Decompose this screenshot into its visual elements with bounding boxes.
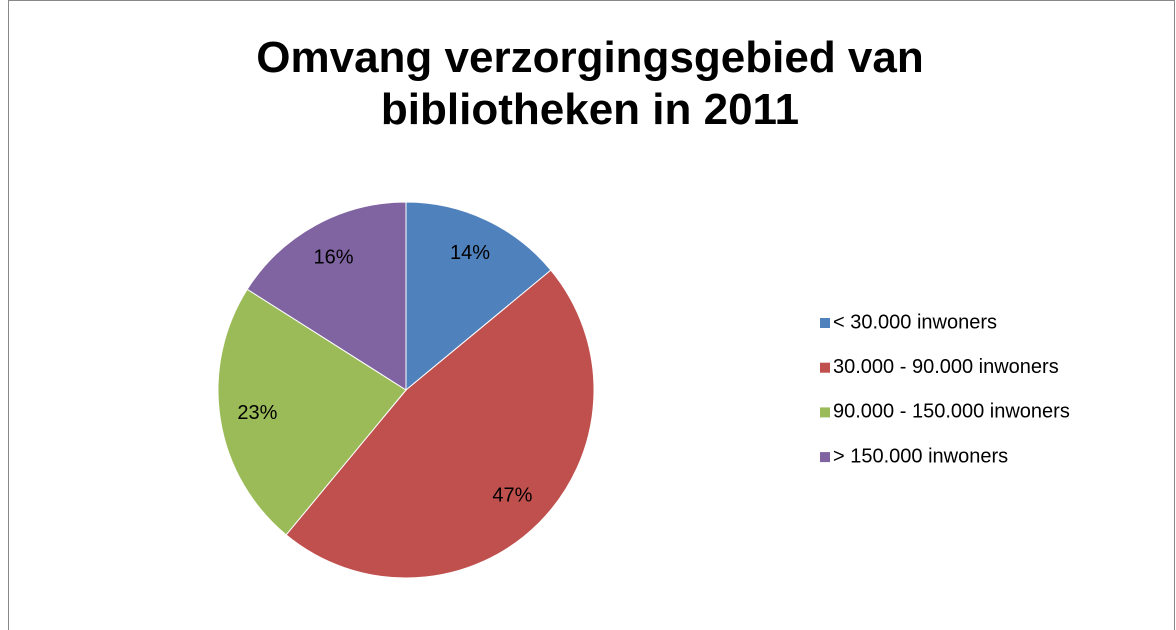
chart-title: Omvang verzorgingsgebied van bibliotheke… bbox=[256, 33, 924, 134]
data-label: 47% bbox=[492, 485, 532, 507]
pie-slice bbox=[246, 201, 407, 391]
data-label: 14% bbox=[450, 242, 490, 264]
legend-label: < 30.000 inwoners bbox=[833, 311, 997, 333]
data-label: 23% bbox=[237, 402, 277, 424]
legend-label: > 150.000 inwoners bbox=[833, 445, 1008, 467]
pie-slice bbox=[285, 269, 595, 579]
legend-label: 90.000 - 150.000 inwoners bbox=[833, 401, 1070, 423]
legend-label: 30.000 - 90.000 inwoners bbox=[833, 356, 1059, 378]
data-label: 16% bbox=[314, 246, 354, 268]
pie-slice bbox=[217, 288, 407, 536]
pie-slice bbox=[405, 201, 552, 392]
legend-swatch bbox=[820, 452, 830, 463]
legend-swatch bbox=[820, 318, 830, 328]
chart-border bbox=[8, 0, 1175, 630]
legend-swatch bbox=[820, 407, 830, 418]
legend-swatch bbox=[820, 362, 830, 373]
